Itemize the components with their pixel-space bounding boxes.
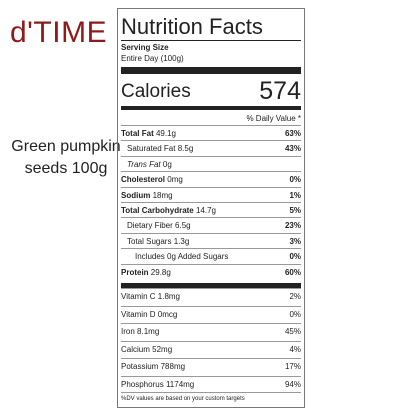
nutrient-row: Phosphorus 1174mg 94% <box>121 380 301 390</box>
nutrient-name: Dietary Fiber <box>127 221 173 231</box>
divider <box>121 186 301 188</box>
nutrient-amount: 788mg <box>160 362 186 372</box>
nutrient-row: Saturated Fat 8.5g 43% <box>121 144 301 154</box>
nutrient-name: Sodium <box>121 190 151 200</box>
nutrient-name: Cholesterol <box>121 175 166 185</box>
daily-value: 45% <box>284 327 301 337</box>
nutrient-row: Total Fat 49.1g 63% <box>121 129 301 139</box>
daily-value: 60% <box>284 267 301 277</box>
nutrient-amount: 1.8mg <box>157 292 180 301</box>
nutrient-amount: 18mg <box>152 190 173 200</box>
daily-value: 5% <box>289 206 301 215</box>
nutrient-name: Trans Fat <box>127 159 161 169</box>
divider <box>121 248 301 250</box>
divider <box>121 232 301 234</box>
nutrient-row: Sodium 18mg 1% <box>121 191 301 201</box>
nutrient-amount: 14.7g <box>195 206 217 215</box>
daily-value: 63% <box>284 129 301 138</box>
nutrient-row: Includes 0g Added Sugars 0% <box>121 252 301 262</box>
nutrient-row: Iron 8.1mg 45% <box>121 327 301 337</box>
nutrient-row: Cholesterol 0mg 0% <box>121 175 301 185</box>
daily-value: 0% <box>289 252 301 262</box>
nutrient-amount: 0g <box>162 159 172 169</box>
nutrient-amount: 6.5g <box>175 221 191 231</box>
rule <box>121 67 301 74</box>
divider <box>121 217 301 219</box>
nutrient-name: Protein <box>121 267 149 277</box>
nutrient-name: Total Carbohydrate <box>121 206 194 215</box>
rule <box>121 40 301 41</box>
nutrient-name: Total Fat <box>121 129 154 138</box>
label-frame <box>117 8 305 408</box>
nutrient-name: Iron <box>121 327 135 337</box>
serving-size: Entire Day (100g) <box>121 54 184 63</box>
calories: 574 <box>259 77 301 105</box>
nutrient-amount: 49.1g <box>155 129 177 138</box>
daily-value: 1% <box>289 190 301 200</box>
daily-value: 2% <box>289 292 301 301</box>
nutrient-amount: 1.3g <box>173 236 190 246</box>
nutrient-amount: 29.8g <box>150 267 171 277</box>
daily-value: 0% <box>289 175 301 185</box>
daily-value: 17% <box>284 362 301 372</box>
nutrient-amount: 0mcg <box>157 309 178 319</box>
nutrient-name: Calcium <box>121 344 150 354</box>
rule <box>121 283 301 289</box>
nutrient-name: Phosphorus <box>121 380 164 389</box>
divider <box>121 358 301 360</box>
label-title: Nutrition Facts <box>121 14 263 39</box>
nutrient-row: Dietary Fiber 6.5g 23% <box>121 221 301 231</box>
nutrient-name: Includes 0g Added Sugars <box>135 252 229 262</box>
nutrient-row: Total Carbohydrate 14.7g 5% <box>121 206 301 216</box>
divider <box>121 305 301 307</box>
nutrient-amount: 8.1mg <box>137 327 160 337</box>
serving-label: Serving Size <box>121 43 169 52</box>
nutrient-name: Potassium <box>121 362 159 372</box>
daily-value: 23% <box>284 221 301 231</box>
nutrient-amount: 52mg <box>152 344 173 354</box>
nutrient-name: Vitamin D <box>121 309 156 319</box>
divider <box>121 376 301 377</box>
nutrient-row: Vitamin C 1.8mg 2% <box>121 292 301 302</box>
divider <box>121 392 301 393</box>
footnote: %DV values are based on your custom targ… <box>121 396 245 402</box>
divider <box>121 171 301 173</box>
nutrient-row: Potassium 788mg 17% <box>121 362 301 372</box>
dv-header: % Daily Value * <box>246 114 301 123</box>
divider <box>121 155 301 157</box>
caption: Green pumpkin seeds 100g <box>11 138 121 177</box>
daily-value: 0% <box>289 309 301 319</box>
divider <box>121 263 301 265</box>
divider <box>121 140 301 142</box>
nutrient-row: Total Sugars 1.3g 3% <box>121 237 301 247</box>
brand-logo: d'TIME <box>10 16 108 49</box>
nutrient-name: Vitamin C <box>121 292 156 301</box>
daily-value: 4% <box>289 344 301 354</box>
nutrient-amount: 0mg <box>167 175 183 185</box>
divider <box>121 125 301 126</box>
divider <box>121 323 301 325</box>
daily-value: 3% <box>289 236 301 246</box>
nutrient-row: Calcium 52mg 4% <box>121 345 301 355</box>
divider <box>121 340 301 342</box>
nutrient-name: Saturated Fat <box>127 144 176 154</box>
divider <box>121 288 301 289</box>
divider <box>121 202 301 203</box>
nutrient-amount: 8.5g <box>177 144 194 154</box>
nutrient-amount: 1174mg <box>165 380 195 389</box>
nutrient-row: Trans Fat 0g <box>121 160 301 170</box>
nutrient-name: Total Sugars <box>127 236 172 246</box>
nutrient-row: Protein 29.8g 60% <box>121 268 301 278</box>
nutrient-row: Vitamin D 0mcg 0% <box>121 310 301 320</box>
calories-label: Calories <box>121 81 191 102</box>
daily-value: 43% <box>284 144 301 154</box>
daily-value: 94% <box>284 380 301 389</box>
rule <box>121 106 301 110</box>
